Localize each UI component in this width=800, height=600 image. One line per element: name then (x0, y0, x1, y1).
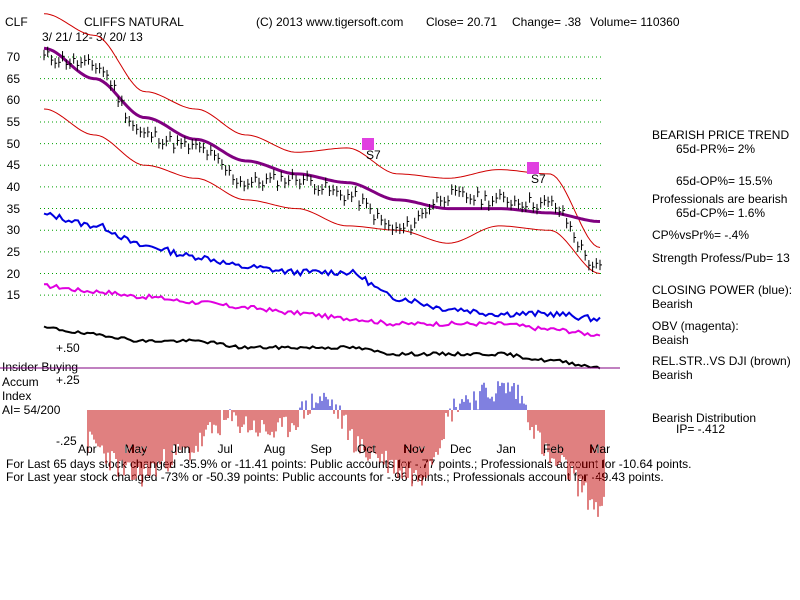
price-axis-tick: 20 (6, 266, 20, 281)
relstr-label: REL.STR..VS DJI (brown) (652, 354, 791, 368)
month-label: Feb (543, 442, 564, 456)
month-label: Nov (404, 442, 425, 456)
signal-label: S7 (531, 172, 546, 186)
cp-value: 65d-CP%= 1.6% (676, 206, 766, 220)
price-axis-tick: 45 (6, 158, 20, 173)
company-name: CLIFFS NATURAL (84, 15, 184, 29)
professionals-text: Professionals are bearish (652, 192, 788, 206)
trend-title: BEARISH PRICE TREND (652, 128, 790, 142)
price-axis-tick: 35 (6, 201, 20, 216)
month-label: Mar (590, 442, 611, 456)
copyright: (C) 2013 www.tigersoft.com (256, 15, 404, 29)
sell-signal-arrow (527, 162, 539, 174)
month-label: May (125, 442, 148, 456)
price-axis-tick: 50 (6, 136, 20, 151)
label-ai: AI= 54/200 (2, 403, 61, 417)
label-index: Index (2, 389, 32, 403)
obv-line (43, 283, 601, 337)
closing-power-label: CLOSING POWER (blue): (652, 283, 793, 297)
footer-line-65d: For Last 65 days stock changed -35.9% or… (6, 457, 692, 471)
distribution-label: Bearish Distribution (652, 411, 757, 425)
footer-line-year: For Last year stock changed -73% or -50.… (6, 470, 664, 484)
upper-band-line (43, 13, 601, 248)
price-axis-tick: 25 (6, 244, 20, 259)
label-insider-buying: Insider Buying (2, 360, 79, 374)
ticker: CLF (5, 15, 28, 29)
relative-strength-line (43, 325, 601, 370)
closing-power-value: Bearish (652, 297, 693, 311)
strength-value: Strength Profess/Pub= 13 (652, 251, 790, 265)
change-value: Change= .38 (512, 15, 582, 29)
pr-value: 65d-PR%= 2% (676, 142, 756, 156)
label-minus25: -.25 (56, 434, 77, 448)
month-label: Apr (78, 442, 97, 456)
obv-value: Beaish (652, 333, 689, 347)
close-value: Close= 20.71 (426, 15, 498, 29)
month-label: Jan (497, 442, 516, 456)
relstr-value: Bearish (652, 368, 693, 382)
month-label: Jun (171, 442, 190, 456)
op-value: 65d-OP%= 15.5% (676, 174, 773, 188)
price-axis-tick: 15 (6, 288, 20, 303)
obv-label: OBV (magenta): (652, 319, 739, 333)
label-accum: Accum (2, 375, 39, 389)
sell-signal-arrow (362, 138, 374, 150)
cpvspr-value: CP%vsPr%= -.4% (652, 228, 750, 242)
ip-value: IP= -.412 (676, 422, 726, 436)
price-axis-tick: 70 (6, 50, 20, 64)
lower-band-line (43, 108, 601, 274)
closing-power-line (43, 211, 601, 323)
price-axis-tick: 60 (6, 93, 20, 108)
price-axis-tick: 65 (6, 71, 20, 86)
label-plus50: +.50 (56, 341, 80, 355)
price-axis-tick: 30 (6, 223, 20, 238)
month-label: Jul (218, 442, 233, 456)
moving-average-line (43, 46, 601, 223)
price-axis-tick: 40 (6, 179, 20, 194)
label-plus25: +.25 (56, 373, 80, 387)
month-label: Dec (450, 442, 471, 456)
volume-value: Volume= 110360 (590, 15, 680, 29)
date-range: 3/ 21/ 12- 3/ 20/ 13 (42, 30, 143, 44)
price-axis-tick: 55 (6, 114, 20, 129)
month-label: Sep (311, 442, 333, 456)
month-label: Aug (264, 442, 285, 456)
month-label: Oct (357, 442, 376, 456)
signal-label: S7 (366, 148, 381, 162)
